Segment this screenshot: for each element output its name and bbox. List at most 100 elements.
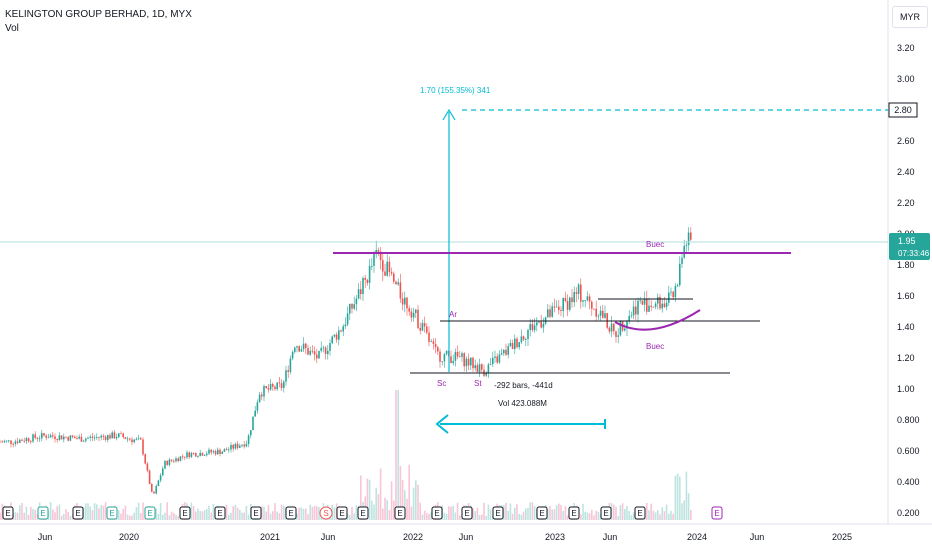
candle <box>203 454 206 456</box>
volume-indicator-label[interactable]: Vol <box>5 23 19 34</box>
earnings-event-marker[interactable]: E <box>144 506 156 520</box>
candle <box>551 302 553 318</box>
earnings-event-marker[interactable]: E <box>461 506 473 520</box>
volume-bar <box>36 514 39 520</box>
candle <box>335 332 338 343</box>
volume-bar <box>474 510 476 520</box>
earnings-event-marker[interactable]: E <box>214 506 226 520</box>
x-tick-label: Jun <box>321 532 336 542</box>
earnings-event-marker[interactable]: E <box>492 506 504 520</box>
candle <box>41 429 43 442</box>
volume-bar <box>236 507 239 520</box>
earnings-event-marker[interactable]: E <box>634 506 646 520</box>
earnings-event-marker[interactable]: E <box>179 506 191 520</box>
earnings-event-marker[interactable]: E <box>285 506 297 520</box>
earnings-event-marker[interactable]: E <box>106 506 118 520</box>
candle <box>507 343 509 359</box>
volume-bar <box>1 503 3 520</box>
volume-bar <box>34 509 36 520</box>
volume-bar <box>283 505 285 520</box>
candle <box>410 308 413 322</box>
volume-bar <box>382 508 384 520</box>
candle <box>478 358 481 378</box>
earnings-event-marker[interactable]: E <box>2 506 14 520</box>
candle <box>219 448 221 457</box>
st-label: St <box>474 379 482 388</box>
earnings-event-marker[interactable]: E <box>357 506 369 520</box>
candle <box>608 326 611 334</box>
candle <box>390 267 393 276</box>
candle <box>566 294 569 317</box>
candle <box>650 300 652 312</box>
earnings-event-marker[interactable]: E <box>431 506 443 520</box>
candle <box>274 385 276 391</box>
volume-bar <box>245 505 248 520</box>
earnings-event-marker[interactable]: E <box>336 506 348 520</box>
candle <box>461 351 463 362</box>
volume-bar <box>410 506 413 520</box>
y-tick-label: 0.400 <box>897 477 920 487</box>
earnings-event-marker[interactable]: E <box>568 506 580 520</box>
volume-bar <box>318 507 320 520</box>
svg-text:E: E <box>253 509 258 518</box>
volume-bar <box>531 502 534 520</box>
split-event-marker[interactable]: S <box>319 506 333 520</box>
volume-bar <box>668 513 670 520</box>
volume-bar <box>232 506 234 520</box>
volume-bar <box>243 512 245 520</box>
volume-bar <box>584 511 586 520</box>
candle <box>225 447 228 451</box>
earnings-event-marker[interactable]: E <box>394 506 406 520</box>
volume-bar <box>428 514 430 520</box>
candle <box>536 317 538 332</box>
candle <box>485 371 487 377</box>
cup-curve[interactable] <box>614 309 701 331</box>
volume-bar <box>142 502 144 520</box>
volume-bar <box>87 503 89 520</box>
volume-bar <box>489 509 492 520</box>
candle <box>263 384 265 402</box>
buec-top-label: Buec <box>646 240 664 249</box>
volume-bar <box>456 502 459 520</box>
volume-bar <box>443 512 446 520</box>
candle <box>241 444 243 448</box>
volume-bar <box>82 507 85 520</box>
volume-bar <box>514 507 516 520</box>
candle <box>555 300 558 308</box>
candle <box>21 438 23 442</box>
candle <box>71 435 74 439</box>
earnings-event-marker[interactable]: E <box>37 506 49 520</box>
earnings-event-marker[interactable]: E <box>536 506 548 520</box>
volume-bar <box>551 509 553 520</box>
earnings-event-marker[interactable]: E <box>250 506 262 520</box>
volume-bar <box>430 512 432 520</box>
candle <box>316 348 318 364</box>
currency-button[interactable]: MYR <box>892 6 928 28</box>
svg-text:E: E <box>434 509 439 518</box>
candle <box>157 479 160 487</box>
svg-text:E: E <box>637 509 642 518</box>
candle <box>124 437 127 440</box>
candle <box>47 433 50 439</box>
volume-bar <box>650 503 652 520</box>
candle <box>483 364 485 378</box>
candle <box>118 432 120 439</box>
volume-bar <box>450 506 452 520</box>
volume-bar <box>652 510 655 520</box>
y-tick-label: 2.20 <box>897 198 915 208</box>
future-earnings-marker[interactable]: E <box>711 506 723 520</box>
candle <box>137 434 140 441</box>
volume-bar <box>593 515 595 520</box>
volume-bar <box>247 514 250 520</box>
earnings-event-marker[interactable]: E <box>600 506 612 520</box>
volume-bar <box>164 512 166 520</box>
volume-bar <box>199 511 201 520</box>
y-tick-label: 1.00 <box>897 384 915 394</box>
y-tick-label: 0.600 <box>897 446 920 456</box>
earnings-event-marker[interactable]: E <box>72 506 84 520</box>
candle <box>470 357 472 371</box>
volume-bar <box>417 484 419 520</box>
y-tick-label: 3.00 <box>897 74 915 84</box>
candle <box>432 338 435 350</box>
